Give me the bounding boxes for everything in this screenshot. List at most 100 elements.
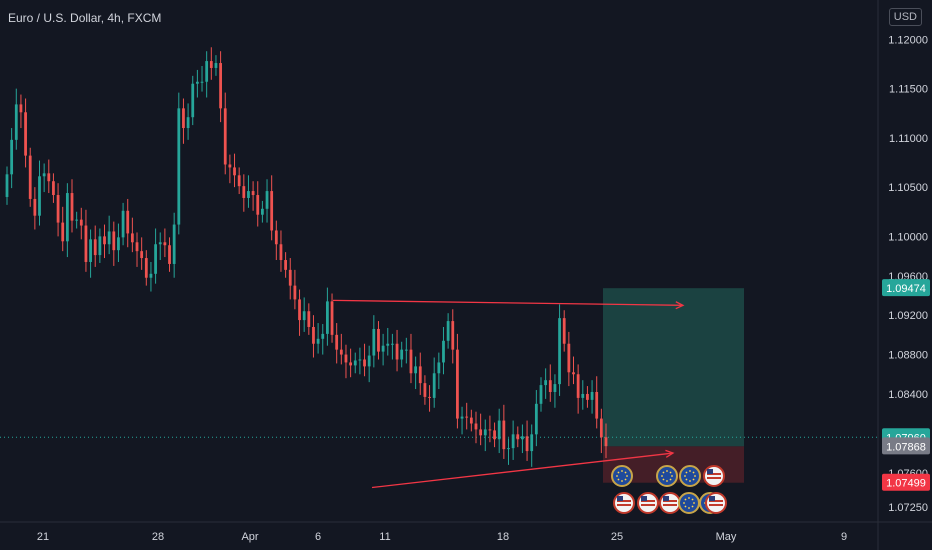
candle-body — [75, 219, 79, 221]
x-tick-label: 11 — [379, 531, 390, 543]
candle-body — [326, 301, 329, 334]
us-canton — [641, 496, 647, 501]
candle-body — [363, 359, 366, 367]
x-tick-label: May — [716, 531, 737, 543]
x-tick-label: 28 — [152, 531, 164, 543]
candle-body — [28, 155, 32, 199]
y-tick-label: 1.08400 — [888, 389, 928, 401]
candle-body — [349, 362, 353, 366]
eu-star — [683, 502, 685, 504]
candle-body — [469, 417, 473, 424]
candle-body — [107, 231, 111, 245]
eu-star — [689, 480, 691, 482]
candle-body — [195, 81, 199, 84]
candle-body — [604, 437, 608, 447]
candle-body — [567, 343, 571, 373]
lower-trendline — [371, 452, 674, 489]
candle-body — [353, 360, 357, 366]
candle-body — [89, 239, 92, 262]
price-label: 1.07868 — [886, 441, 926, 453]
candle-body — [414, 366, 418, 374]
candle-body — [335, 334, 339, 350]
candle-body — [33, 198, 37, 216]
candle-body — [182, 108, 185, 129]
eu-star — [691, 498, 694, 501]
us-canton — [707, 469, 713, 474]
candle-body — [312, 326, 315, 344]
candle-body — [511, 434, 515, 449]
candle-body — [330, 301, 334, 335]
candle-body — [386, 343, 390, 346]
candle-body — [47, 173, 51, 182]
x-tick-label: 18 — [497, 531, 509, 543]
x-tick-label: 6 — [315, 531, 321, 543]
candle-body — [200, 81, 204, 83]
y-tick-label: 1.07250 — [888, 502, 928, 514]
candle-body — [502, 420, 506, 450]
candle-body — [233, 167, 236, 176]
y-tick-label: 1.12000 — [888, 34, 928, 46]
candle-body — [316, 338, 320, 344]
candle-body — [479, 429, 483, 436]
candle-body — [456, 349, 459, 419]
eu-star — [662, 478, 665, 481]
us-canton — [663, 496, 669, 501]
eu-star — [684, 475, 686, 477]
us-stripe — [617, 504, 631, 506]
candle-body — [497, 420, 501, 440]
candle-body — [256, 195, 260, 215]
candle-body — [228, 164, 232, 168]
candle-body — [61, 222, 65, 242]
candle-body — [562, 318, 566, 344]
candle-body — [70, 193, 74, 221]
eu-star — [624, 471, 627, 474]
candle-body — [56, 195, 60, 223]
candle-body — [251, 191, 255, 196]
candle-body — [135, 242, 139, 252]
candle-body — [493, 430, 496, 440]
candle-body — [154, 244, 157, 274]
eu-star — [694, 475, 696, 477]
y-tick-label: 1.08800 — [888, 350, 928, 362]
candle-body — [177, 108, 181, 225]
eu-star — [691, 505, 694, 508]
x-tick-label: Apr — [241, 531, 258, 543]
eu-flag-icon — [611, 465, 633, 487]
candle-body — [168, 245, 171, 264]
us-stripe — [709, 504, 723, 506]
candle-body — [274, 230, 278, 245]
candle-body — [534, 403, 538, 435]
candle-body — [10, 139, 14, 175]
y-tick-label: 1.10500 — [888, 182, 928, 194]
candle-body — [293, 285, 297, 300]
candle-body — [442, 340, 445, 363]
candle-body — [219, 63, 222, 109]
eu-star — [662, 471, 665, 474]
candle-body — [172, 224, 176, 264]
us-canton — [617, 496, 623, 501]
chart-title: Euro / U.S. Dollar, 4h, FXCM — [8, 11, 162, 25]
eu-star — [666, 470, 668, 472]
candle-body — [38, 176, 41, 216]
candle-body — [525, 436, 529, 452]
candle-body — [242, 186, 246, 198]
x-tick-label: 25 — [611, 531, 623, 543]
candle-body — [400, 349, 404, 360]
us-stripe — [707, 473, 721, 475]
candle-body — [418, 366, 422, 384]
candle-body — [451, 321, 455, 350]
candle-body — [321, 333, 325, 339]
candle-body — [65, 193, 69, 242]
candle-body — [599, 418, 603, 438]
candle-body — [24, 112, 27, 156]
currency-button[interactable]: USD — [888, 8, 922, 26]
candle-body — [103, 236, 106, 245]
y-tick-label: 1.11000 — [889, 133, 928, 145]
eu-star — [692, 478, 695, 481]
candle-body — [14, 104, 18, 140]
eu-star — [621, 470, 623, 472]
eu-star — [688, 497, 690, 499]
candle-body — [93, 239, 97, 256]
candle-body — [432, 373, 436, 398]
candle-body — [121, 210, 125, 238]
